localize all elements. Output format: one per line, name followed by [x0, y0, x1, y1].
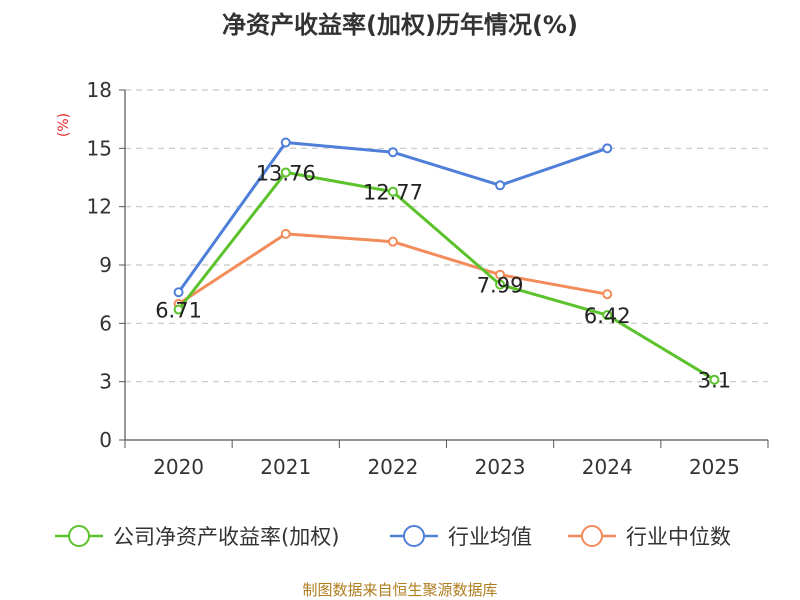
- y-tick-label: 3: [99, 370, 112, 394]
- x-tick-label: 2022: [367, 455, 418, 479]
- data-point: [495, 279, 506, 290]
- legend-item: 行业中位数: [568, 525, 731, 549]
- data-label: 13.76: [256, 161, 316, 185]
- legend-item: 行业均值: [390, 525, 532, 549]
- series-line: [177, 170, 716, 381]
- data-label: 7.99: [477, 274, 524, 298]
- chart-title: 净资产收益率(加权)历年情况(%): [222, 11, 578, 39]
- y-tick-label: 15: [87, 136, 112, 160]
- data-point: [280, 137, 291, 148]
- data-point: [602, 310, 613, 321]
- data-point: [495, 180, 506, 191]
- y-tick-label: 12: [87, 195, 112, 219]
- y-tick-label: 6: [99, 311, 112, 335]
- data-labels: 6.71 13.76 12.77 7.99 6.42 3.1: [155, 161, 731, 392]
- data-label: 6.42: [584, 304, 631, 328]
- legend-marker: [403, 525, 425, 547]
- data-point: [602, 143, 613, 154]
- y-tick-label: 0: [99, 428, 112, 452]
- legend-label: 公司净资产收益率(加权): [113, 525, 339, 549]
- data-point: [173, 304, 184, 315]
- y-axis-unit-label: (%): [56, 113, 72, 137]
- series-lines: [173, 137, 720, 385]
- series-line: [177, 141, 608, 294]
- x-tick-label: 2020: [153, 455, 204, 479]
- legend-label: 行业均值: [448, 525, 532, 549]
- grid-lines: [125, 89, 768, 383]
- axes: 0 3 6 9 12 15 18 2020 2021 2022 2023 2024 2025: [87, 78, 769, 479]
- y-tick-label: 9: [99, 253, 112, 277]
- data-point: [709, 374, 720, 385]
- data-label: 3.1: [698, 369, 731, 393]
- data-point: [173, 287, 184, 298]
- data-point: [602, 289, 613, 300]
- x-tick-label: 2023: [475, 455, 526, 479]
- data-point: [280, 167, 291, 178]
- x-tick-label: 2025: [689, 455, 740, 479]
- data-label: 12.77: [363, 181, 423, 205]
- data-point: [387, 186, 398, 197]
- data-label: 6.71: [155, 299, 202, 323]
- data-point: [387, 236, 398, 247]
- legend-item: 公司净资产收益率(加权): [55, 525, 339, 549]
- legend-marker: [581, 525, 603, 547]
- y-tick-label: 18: [87, 78, 112, 102]
- x-tick-label: 2021: [260, 455, 311, 479]
- legend-label: 行业中位数: [626, 525, 731, 549]
- data-point: [280, 228, 291, 239]
- legend: 公司净资产收益率(加权) 行业均值 行业中位数: [55, 525, 731, 549]
- legend-marker: [68, 525, 90, 547]
- data-point: [387, 147, 398, 158]
- x-tick-label: 2024: [582, 455, 633, 479]
- data-point: [495, 269, 506, 280]
- source-note: 制图数据来自恒生聚源数据库: [302, 581, 497, 599]
